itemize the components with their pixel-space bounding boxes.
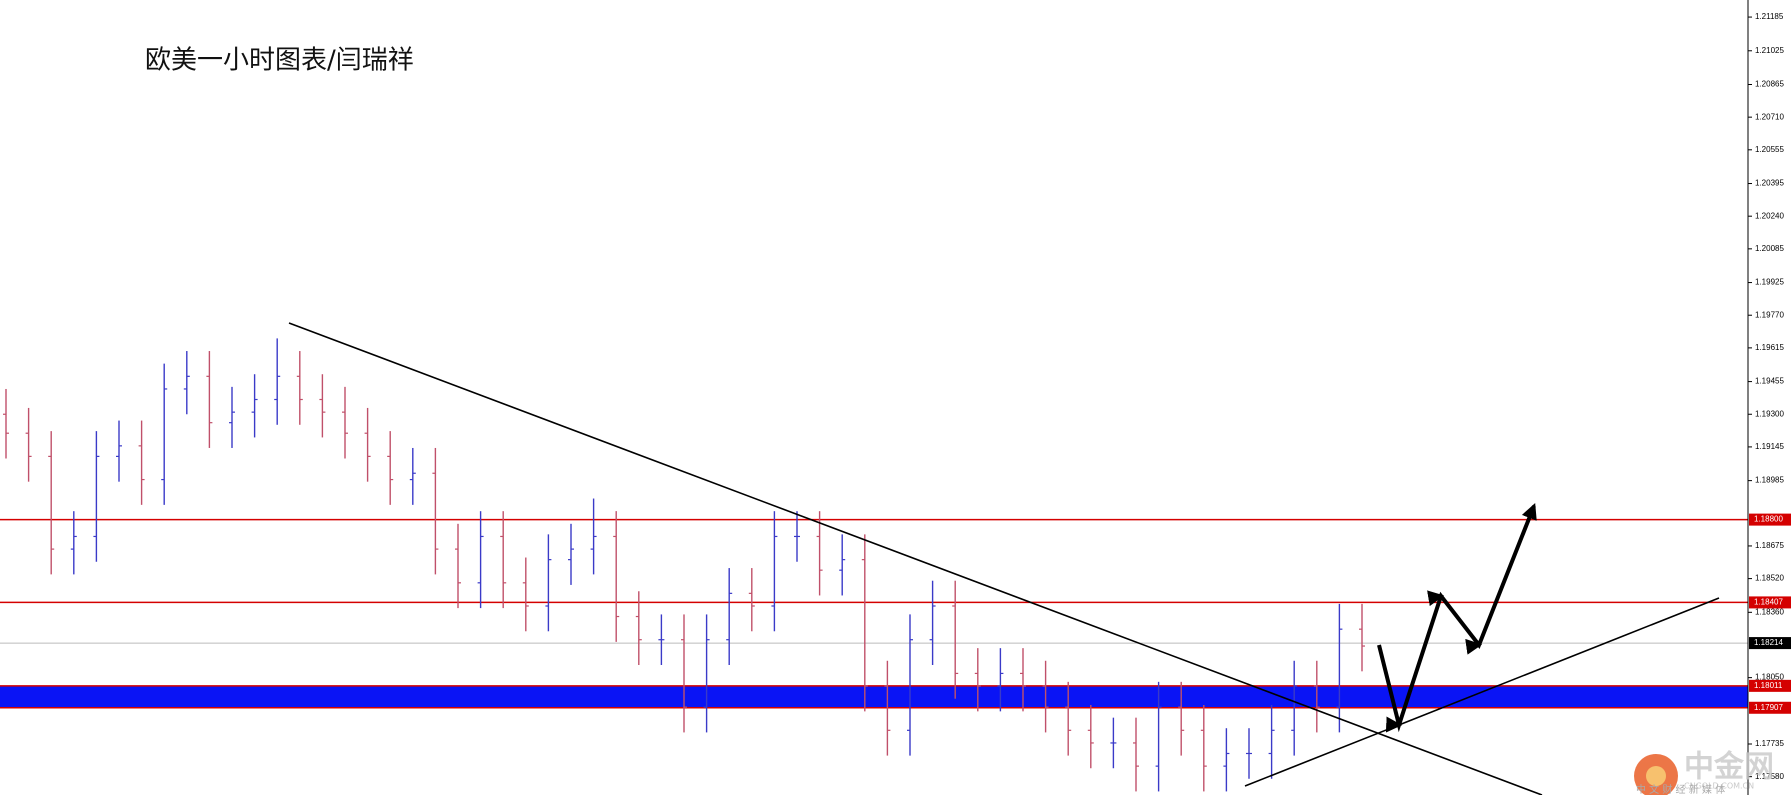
chart-title: 欧美一小时图表/闫瑞祥 <box>145 46 414 76</box>
y-tick-label: 1.19770 <box>1755 310 1784 319</box>
y-tick-label: 1.20240 <box>1755 211 1784 220</box>
support-zone <box>0 685 1748 708</box>
level-label-box <box>1749 596 1791 609</box>
plot-area: 1.21185 1.21025 1.20865 1.20710 1.20555 1.203… <box>0 12 1791 792</box>
level-label-box <box>1749 513 1791 526</box>
y-tick-label: 1.20710 <box>1755 112 1784 121</box>
level-label: 1.18011 <box>1754 681 1783 690</box>
watermark-slogan: 中 文 财 经 新 媒 体 <box>1636 783 1725 795</box>
watermark-logo <box>1646 766 1666 786</box>
y-tick-label: 1.19615 <box>1755 343 1784 352</box>
y-tick-label: 1.20865 <box>1755 80 1784 89</box>
level-label: 1.18800 <box>1754 515 1783 524</box>
y-tick-label: 1.19925 <box>1755 278 1784 287</box>
y-tick-label: 1.18050 <box>1755 673 1784 682</box>
y-tick-label: 1.21025 <box>1755 46 1784 55</box>
y-tick-label: 1.19455 <box>1755 377 1784 386</box>
y-tick-label: 1.18520 <box>1755 574 1784 583</box>
y-tick-label: 1.18985 <box>1755 476 1784 485</box>
y-tick-label: 1.19300 <box>1755 409 1784 418</box>
watermark: 中金网 CNGOLD.COM.CN <box>1634 750 1774 795</box>
level-label: 1.17907 <box>1754 703 1783 712</box>
y-tick-label: 1.19145 <box>1755 442 1784 451</box>
level-label-box <box>1749 679 1791 692</box>
y-tick-label: 1.20555 <box>1755 145 1784 154</box>
level-label: 1.18407 <box>1754 598 1783 607</box>
watermark-site: CNGOLD.COM.CN <box>1684 782 1754 791</box>
y-tick-label: 1.18675 <box>1755 541 1784 550</box>
y-tick-label: 1.21185 <box>1755 12 1784 21</box>
watermark-text: 中金网 <box>1684 750 1774 785</box>
y-tick-label: 1.20395 <box>1755 179 1784 188</box>
level-label-box <box>1749 637 1791 650</box>
level-label-box <box>1749 701 1791 714</box>
trend-line <box>288 322 1543 795</box>
y-tick-label: 1.17735 <box>1755 739 1784 748</box>
y-tick-label: 1.18360 <box>1755 607 1784 616</box>
level-label: 1.18214 <box>1754 638 1783 647</box>
forecast-arrow <box>1377 503 1537 733</box>
y-tick-label: 1.20085 <box>1755 244 1784 253</box>
y-tick-label: 1.17580 <box>1755 772 1784 781</box>
